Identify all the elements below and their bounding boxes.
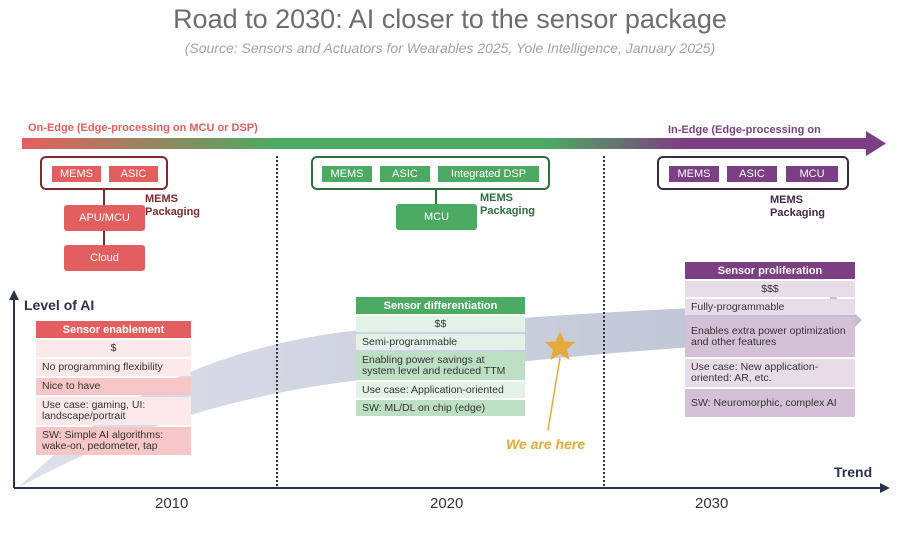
table-2010: Sensor enablement $ No programming flexi…: [36, 321, 191, 455]
on-edge-label: On-Edge (Edge-processing on MCU or DSP): [28, 122, 258, 134]
year-2020: 2020: [430, 495, 464, 512]
we-are-here-label: We are here: [506, 436, 586, 452]
price-cell: $$: [356, 316, 525, 332]
table-row: Use case: New application-oriented: AR, …: [685, 359, 855, 387]
mcu-box-2020: MCU: [396, 204, 477, 230]
year-2030: 2030: [695, 495, 729, 512]
table-2020: Sensor differentiation $$ Semi-programma…: [356, 297, 525, 416]
star-icon: [545, 331, 575, 360]
chip-asic-2010: ASIC: [109, 166, 158, 182]
table-row: SW: ML/DL on chip (edge): [356, 400, 525, 416]
table-row: No programming flexibility: [36, 359, 191, 376]
x-axis-head: [880, 483, 890, 493]
page-title: Road to 2030: AI closer to the sensor pa…: [173, 4, 727, 34]
chip-mcu-2030: MCU: [786, 166, 838, 182]
chip-asic-2020: ASIC: [380, 166, 430, 182]
table-row: Semi-programmable: [356, 334, 525, 350]
apu-mcu-box: APU/MCU: [64, 205, 145, 231]
table-row: Enables extra power optimization and oth…: [685, 317, 855, 357]
chip-group-2030: [657, 156, 849, 190]
cloud-box: Cloud: [64, 245, 145, 271]
year-2010: 2010: [155, 495, 189, 512]
table-2030: Sensor proliferation $$$ Fully-programma…: [685, 262, 855, 417]
chip-group-2010: [40, 156, 168, 190]
chip-mems-2010: MEMS: [52, 166, 101, 182]
marker-pointer: [547, 357, 561, 431]
packaging-label-2030: MEMS Packaging: [770, 194, 826, 219]
table-row: Enabling power savings at system level a…: [356, 352, 525, 380]
table-header: Sensor differentiation: [356, 297, 525, 314]
top-arrow-head: [866, 131, 886, 156]
chip-asic-2030: ASIC: [727, 166, 777, 182]
divider-2010-2020: [276, 156, 278, 486]
table-row: SW: Simple AI algorithms: wake-on, pedom…: [36, 427, 191, 455]
divider-2020-2030: [603, 156, 605, 486]
top-arrow-shaft: [22, 138, 868, 149]
x-axis-label: Trend: [834, 464, 873, 480]
table-row: Use case: Application-oriented: [356, 382, 525, 398]
table-header: Sensor proliferation: [685, 262, 855, 279]
table-row: Nice to have: [36, 378, 191, 395]
price-cell: $: [36, 340, 191, 357]
packaging-label-2010: MEMS Packaging: [145, 193, 201, 218]
chip-group-2020: [311, 156, 550, 190]
packaging-label-2020: MEMS Packaging: [480, 192, 536, 217]
chip-mems-2020: MEMS: [322, 166, 372, 182]
chip-mems-2030: MEMS: [669, 166, 719, 182]
y-axis-label: Level of AI: [24, 297, 95, 313]
table-row: SW: Neuromorphic, complex AI: [685, 389, 855, 417]
source-note: (Source: Sensors and Actuators for Weara…: [184, 40, 716, 56]
table-row: Fully-programmable: [685, 299, 855, 315]
table-row: Use case: gaming, UI: landscape/portrait: [36, 397, 191, 425]
table-header: Sensor enablement: [36, 321, 191, 338]
y-axis-head: [9, 290, 19, 300]
in-edge-label: In-Edge (Edge-processing on: [668, 124, 821, 136]
trend-swoosh-arrow: [18, 292, 862, 488]
price-cell: $$$: [685, 281, 855, 297]
chip-dsp-2020: Integrated DSP: [438, 166, 539, 182]
